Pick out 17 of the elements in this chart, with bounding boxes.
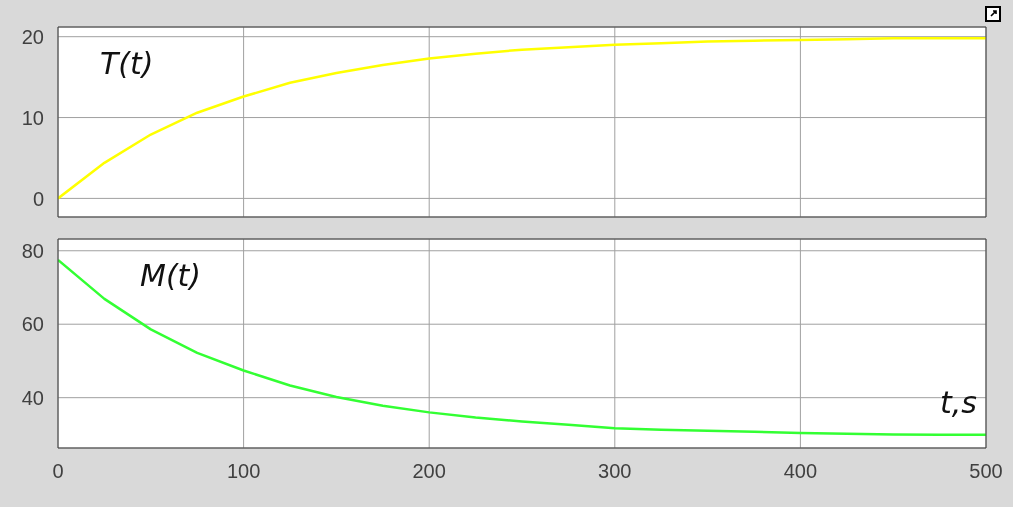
- x-tick-label: 500: [969, 460, 1003, 483]
- series-label: T(t): [100, 46, 154, 81]
- y-tick-label: 20: [21, 25, 44, 48]
- line-series: [58, 258, 986, 437]
- x-tick-label: 400: [783, 460, 818, 483]
- y-tick-label: 40: [21, 386, 44, 409]
- y-tick-label: 0: [32, 187, 44, 210]
- line-series: [58, 37, 986, 200]
- y-tick-label: 80: [21, 239, 44, 262]
- series-label: M(t): [140, 258, 202, 293]
- y-tick-label: 60: [21, 313, 44, 336]
- x-tick-label: 100: [226, 460, 261, 483]
- y-tick-label: 10: [21, 106, 44, 129]
- x-tick-label: 300: [598, 460, 632, 483]
- x-tick-label: 200: [412, 460, 446, 483]
- x-tick-label: 0: [52, 460, 64, 483]
- x-axis-title: t,s: [940, 385, 977, 420]
